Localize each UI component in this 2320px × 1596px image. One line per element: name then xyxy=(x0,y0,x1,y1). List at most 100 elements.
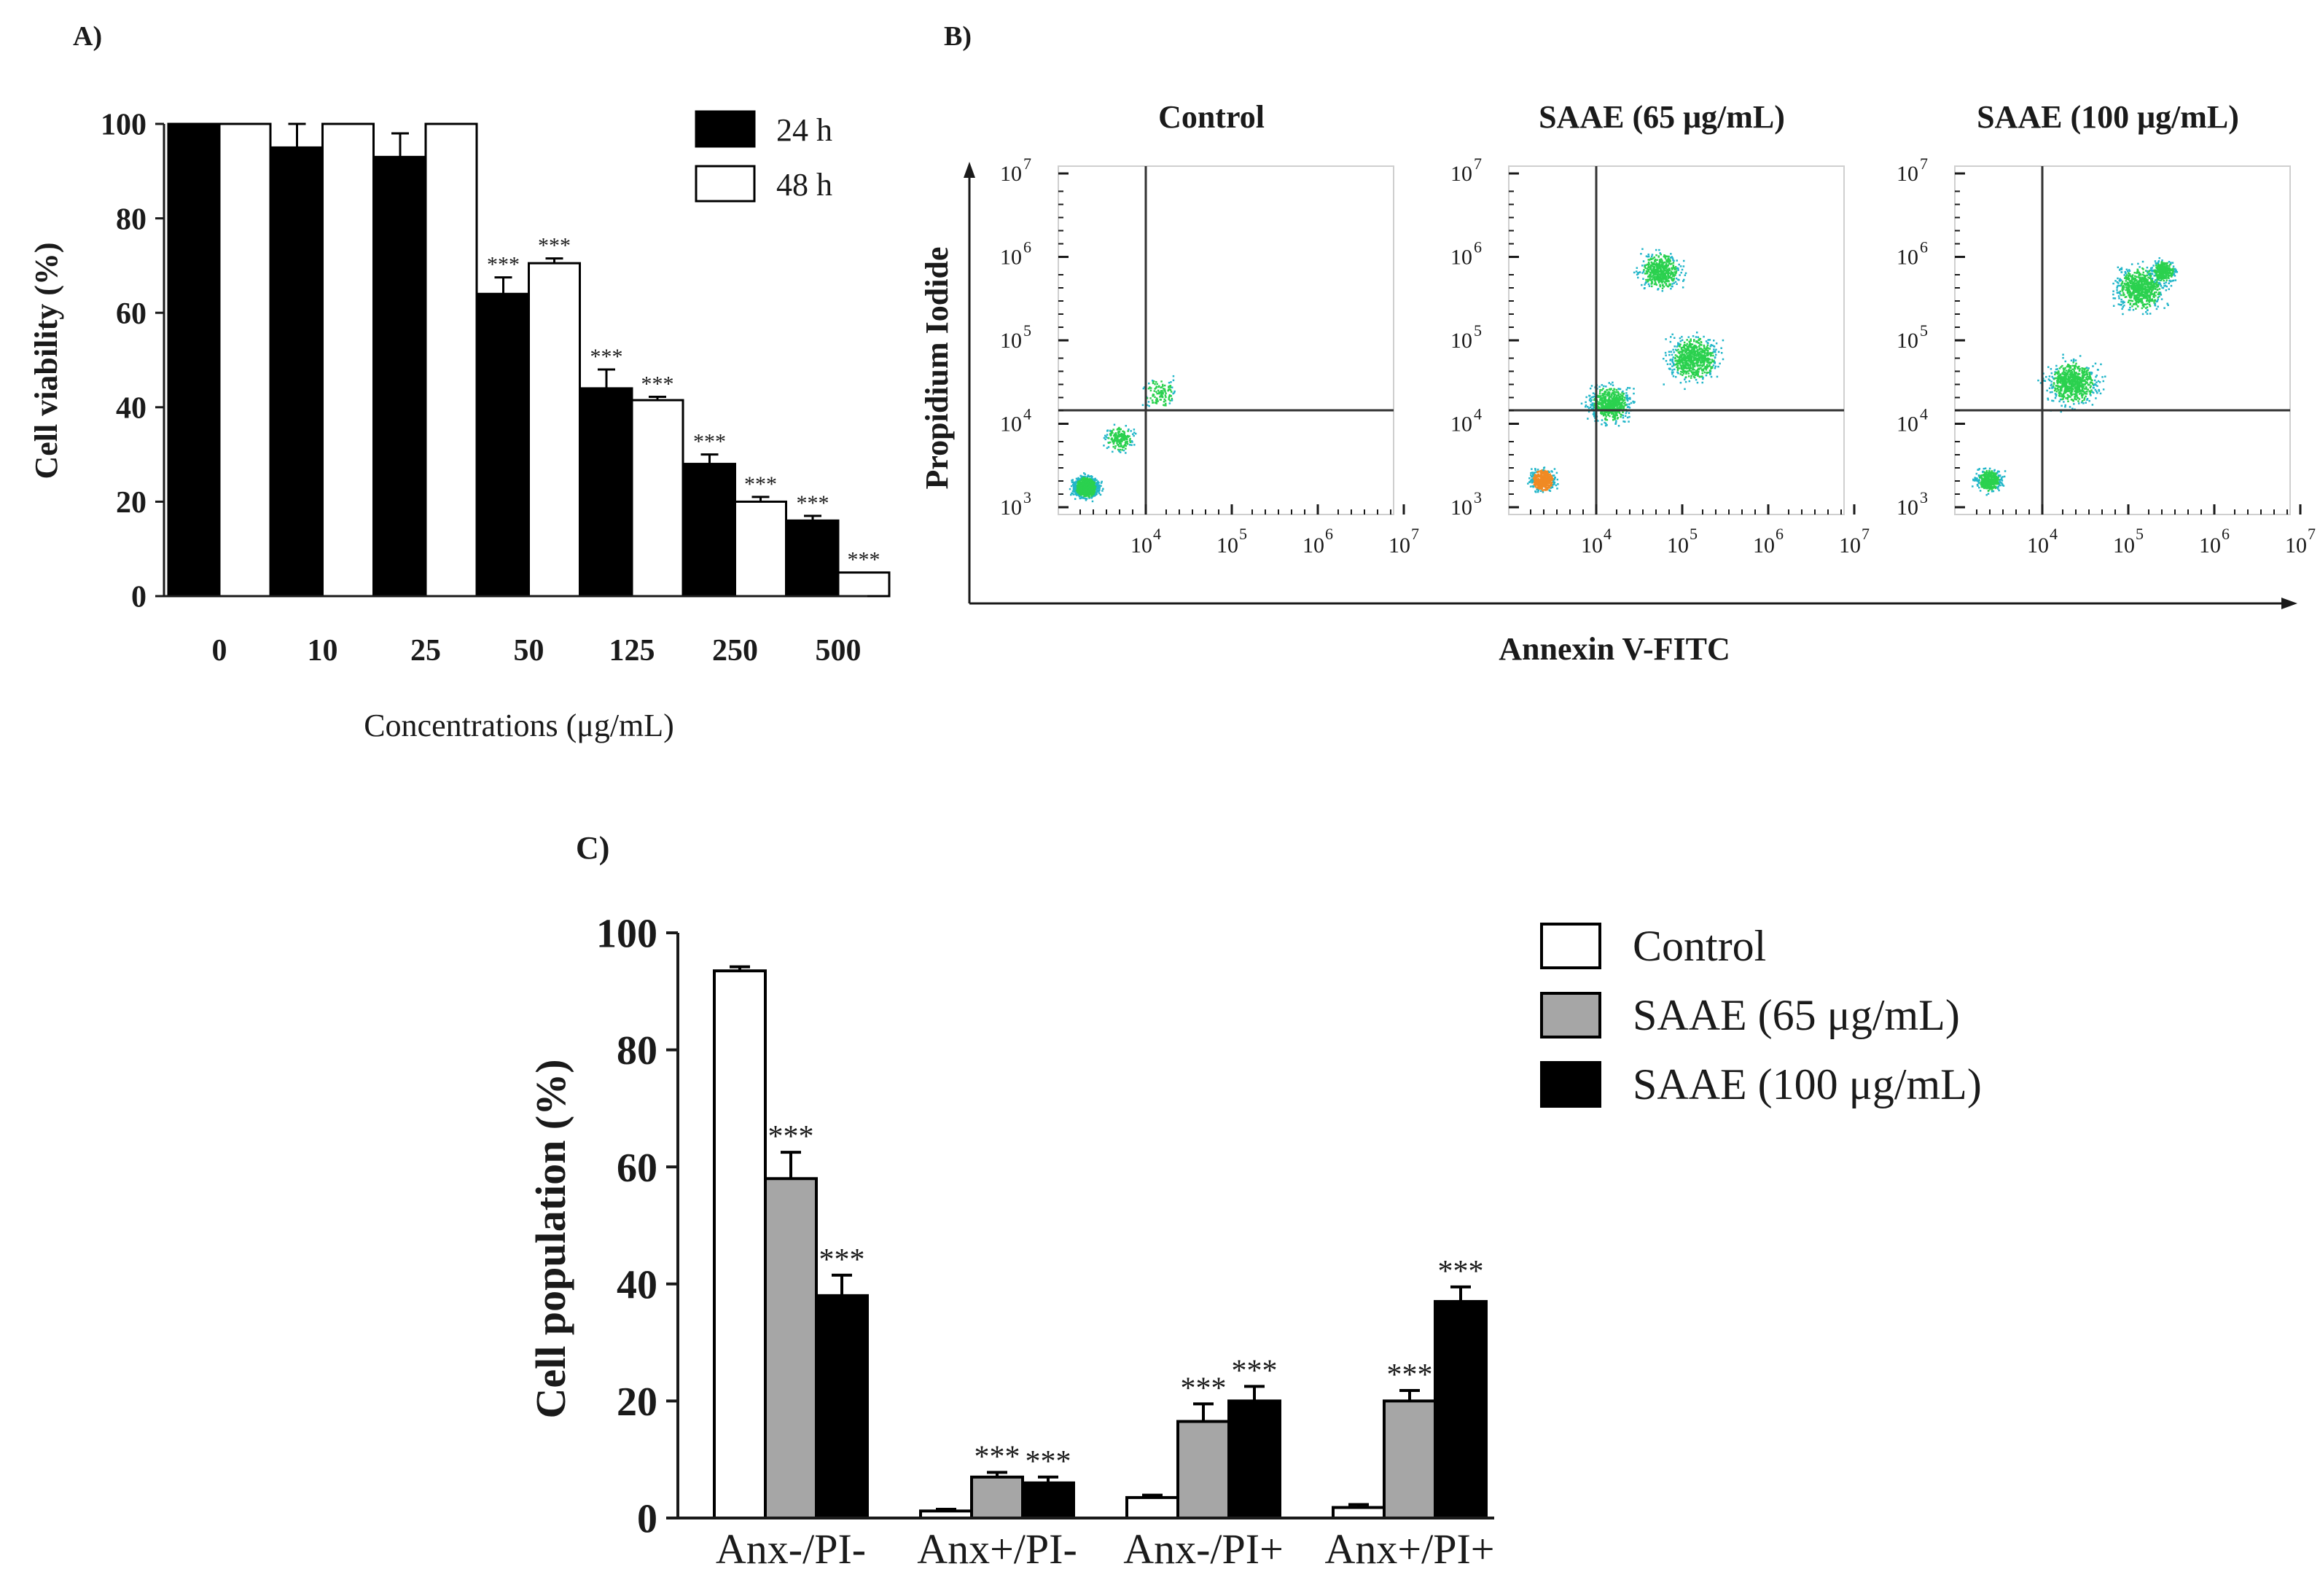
event-dot xyxy=(1549,480,1551,482)
event-dot xyxy=(1679,361,1682,364)
event-dot xyxy=(1093,485,1096,488)
event-dot xyxy=(1692,348,1695,351)
event-dot xyxy=(1099,493,1102,496)
event-dot xyxy=(1684,351,1687,354)
event-dot xyxy=(1608,394,1610,396)
event-dot xyxy=(2083,399,2085,401)
event-dot xyxy=(1169,386,1172,388)
event-dot xyxy=(1700,344,1703,346)
event-dot xyxy=(1171,399,1173,402)
event-dot xyxy=(2073,369,2075,372)
event-dot xyxy=(1997,476,1999,479)
event-dot xyxy=(1701,369,1703,372)
event-dot xyxy=(1990,482,1993,485)
event-dot xyxy=(2053,389,2056,392)
event-dot xyxy=(1085,490,1088,492)
event-dot xyxy=(1612,399,1614,402)
event-dot xyxy=(1690,371,1693,374)
event-dot xyxy=(1118,431,1121,433)
event-dot xyxy=(1692,364,1695,366)
event-dot xyxy=(1097,485,1099,488)
event-dot xyxy=(2083,379,2086,381)
event-dot xyxy=(1690,369,1692,372)
event-dot xyxy=(1700,350,1702,353)
event-dot xyxy=(1604,394,1606,396)
event-dot xyxy=(1557,483,1559,485)
event-dot xyxy=(1118,441,1120,443)
event-dot xyxy=(2086,399,2088,401)
event-dot xyxy=(1695,336,1698,338)
event-dot xyxy=(1637,273,1639,275)
event-dot xyxy=(1658,270,1660,273)
event-dot xyxy=(1663,274,1666,277)
event-dot xyxy=(1680,348,1683,350)
event-dot xyxy=(1690,362,1692,364)
event-dot xyxy=(1981,482,1984,485)
event-dot xyxy=(1975,479,1977,481)
event-dot xyxy=(1168,396,1171,399)
bar xyxy=(528,262,581,598)
event-dot xyxy=(1115,439,1117,442)
event-dot xyxy=(1125,436,1128,439)
event-dot xyxy=(1147,404,1149,407)
event-dot xyxy=(1069,488,1071,490)
event-dot xyxy=(1706,353,1708,356)
event-dot xyxy=(1703,352,1706,355)
x-decade-exponent: 5 xyxy=(1239,525,1247,543)
event-dot xyxy=(1694,359,1696,361)
bar xyxy=(734,500,787,598)
event-dot xyxy=(1106,434,1109,436)
event-dot xyxy=(1549,473,1551,475)
event-dot xyxy=(1092,493,1094,496)
event-dot xyxy=(1692,362,1695,364)
event-dot xyxy=(2085,377,2087,379)
event-dot xyxy=(1087,483,1090,486)
event-dot xyxy=(1668,269,1671,271)
event-dot xyxy=(1666,265,1669,267)
event-dot xyxy=(1707,358,1709,361)
event-dot xyxy=(1988,469,1991,472)
event-dot xyxy=(1173,391,1176,394)
event-dot xyxy=(1711,351,1714,354)
event-dot xyxy=(1672,274,1675,276)
event-dot xyxy=(2072,377,2075,380)
event-dot xyxy=(1120,435,1122,437)
event-dot xyxy=(1984,483,1987,485)
event-dot xyxy=(2069,383,2072,386)
event-dot xyxy=(1695,362,1698,364)
event-dot xyxy=(1644,282,1647,284)
event-dot xyxy=(1671,262,1673,265)
event-dot xyxy=(1705,340,1708,343)
event-dot xyxy=(1540,473,1542,476)
event-dot xyxy=(1604,413,1607,416)
event-dot xyxy=(1587,410,1590,413)
event-dot xyxy=(2055,368,2058,371)
event-dot xyxy=(2061,398,2063,401)
panel-a-y-label: Cell viability (%) xyxy=(28,242,64,479)
event-dot xyxy=(1109,429,1112,432)
event-dot xyxy=(1703,349,1706,352)
event-dot xyxy=(1671,279,1673,281)
event-dot xyxy=(1590,404,1593,407)
event-dot xyxy=(1087,475,1090,478)
event-dot xyxy=(1103,445,1105,447)
event-dot xyxy=(1152,395,1154,397)
event-dot xyxy=(1690,343,1693,345)
event-dot xyxy=(1079,494,1082,496)
event-dot xyxy=(1653,256,1656,259)
event-dot xyxy=(1720,352,1723,354)
event-dot xyxy=(1692,340,1695,343)
event-dot xyxy=(1662,271,1665,274)
event-dot xyxy=(1129,441,1132,444)
event-dot xyxy=(1671,256,1673,259)
event-dot xyxy=(1092,487,1095,489)
event-dot xyxy=(2065,383,2068,386)
event-dot xyxy=(1163,398,1166,401)
event-dot xyxy=(2073,378,2075,380)
event-dot xyxy=(1601,397,1604,399)
event-dot xyxy=(2068,390,2071,393)
event-dot xyxy=(1709,372,1711,375)
event-dot xyxy=(1549,482,1551,484)
event-dot xyxy=(1552,484,1554,486)
